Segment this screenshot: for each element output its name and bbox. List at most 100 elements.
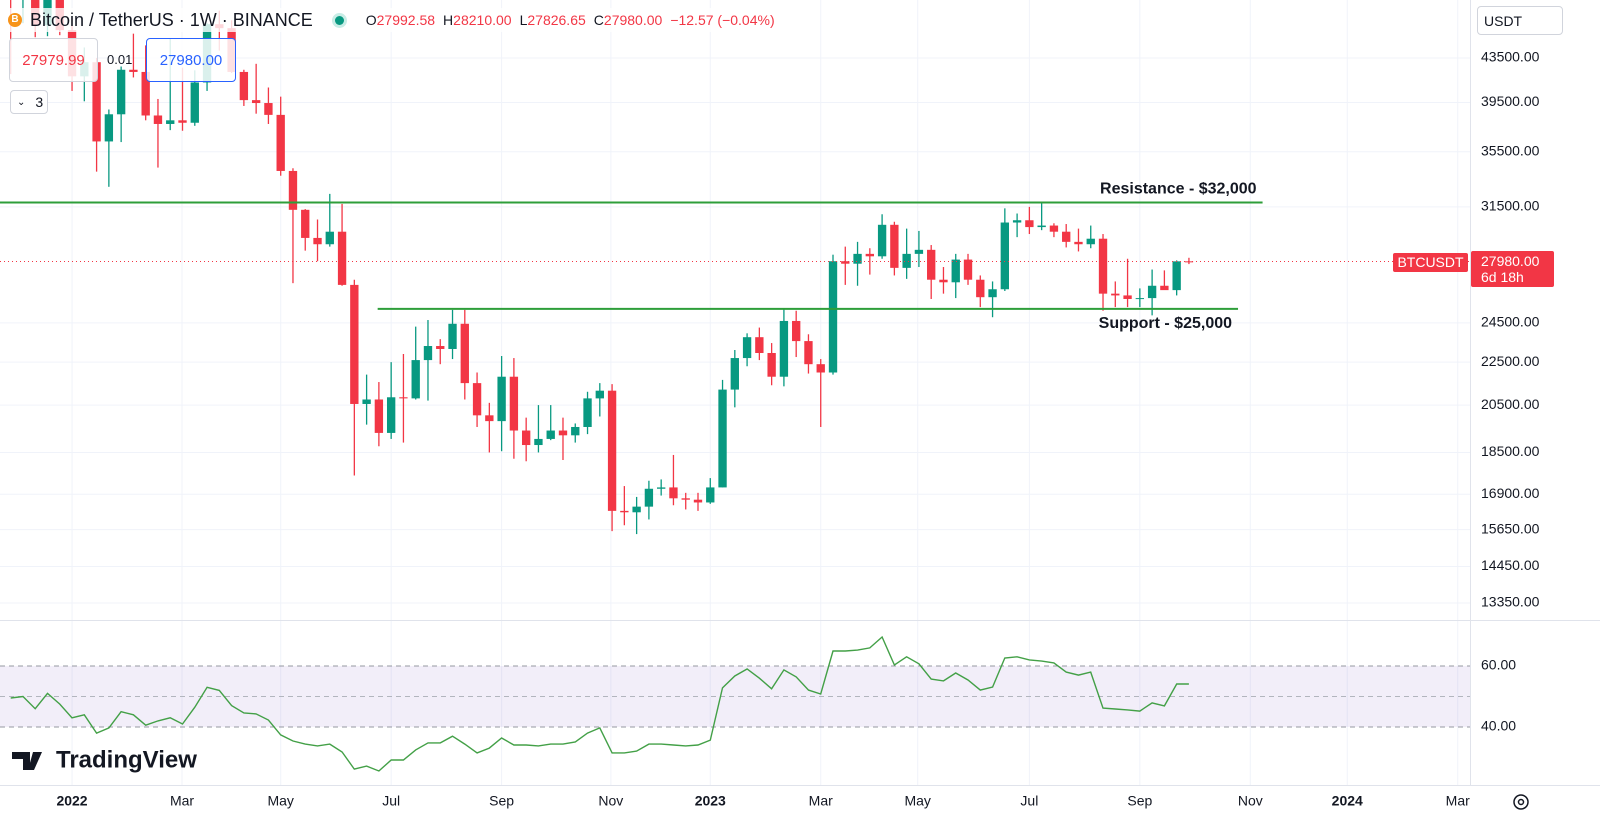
candle-body [251,100,261,104]
candle-body [988,289,997,298]
y-tick-label: 16900.00 [1481,485,1540,501]
candle-body [337,231,347,285]
candle-body [399,397,408,399]
candle-body [976,279,985,298]
settings-icon[interactable] [1513,794,1529,810]
candle-body [681,498,690,500]
x-tick-label: 2024 [1332,793,1363,809]
ohlc-values: O27992.58 H28210.00 L27826.65 C27980.00 [366,12,663,28]
candle-body [1086,238,1095,245]
candle-body [902,253,911,268]
y-tick-label: 22500.00 [1481,353,1540,369]
candle-body [583,398,592,427]
x-tick-label: May [904,793,930,809]
candle-body [497,376,506,422]
candle-body [1000,222,1010,290]
candle-body [534,438,543,446]
y-tick-label: 15650.00 [1481,520,1540,536]
candle-body [853,253,862,264]
ohlc-value: 27980.00 [603,12,663,28]
candle-body [1172,261,1181,291]
settings-icon-center[interactable] [1517,798,1525,806]
candle-body [178,120,187,123]
change: −12.57 (−0.04%) [670,12,775,28]
candle-body [325,231,334,245]
ohlc-value: 27826.65 [527,12,586,28]
candle-body [669,487,678,499]
x-tick-label: 2022 [56,793,87,809]
candle-body [190,82,199,123]
candle-body [1135,298,1145,300]
y-tick-label: 39500.00 [1481,93,1540,109]
candle-body [1123,295,1132,299]
candle-body [792,320,801,342]
candle-body [755,337,764,353]
x-tick-label: Jul [382,793,400,809]
watermark-text: TradingView [56,746,197,773]
candle-body [1049,225,1059,232]
candle-body [779,320,789,377]
candle-body [730,358,739,390]
candle-body [595,390,604,399]
settings-button[interactable] [1513,794,1529,810]
y-tick-label: 40.00 [1481,718,1516,734]
candle-body [963,259,973,280]
candle-body [374,399,384,433]
candle-body [890,224,899,268]
candle-body [1037,225,1046,228]
buy-button[interactable]: 27980.00 [146,38,236,82]
ohlc-value: 27992.58 [376,12,436,28]
candle-body [92,62,101,142]
candle-body [436,346,445,349]
candle-body [448,323,457,349]
level-label: Resistance - $32,000 [1100,181,1257,198]
sell-button[interactable]: 27979.99 [9,38,98,82]
y-tick-label: 24500.00 [1481,314,1540,330]
x-tick-label: Mar [1446,793,1470,809]
candle-body [865,253,874,257]
indicators-toggle[interactable]: ⌄ 3 [10,90,48,114]
watermark: TradingView [12,746,197,773]
candle-body [288,170,298,210]
last-price: 27980.00 [1481,252,1540,269]
symbol-price-tag: BTCUSDT [1393,252,1468,272]
candle-body [1074,241,1083,245]
x-tick-label: 2023 [695,793,726,809]
candle-body [116,69,126,115]
candle-body [386,397,396,433]
y-tick-label: 35500.00 [1481,142,1540,158]
candle-body [571,426,580,436]
candle-body [313,237,322,245]
candle-body [927,249,936,280]
x-tick-label: Jul [1020,793,1038,809]
y-tick-label: 20500.00 [1481,396,1540,412]
status-dot [334,15,344,25]
ohlc-key: H [443,12,454,28]
bar-countdown: 6d 18h [1481,268,1524,285]
axes: 2022 Mar May Jul Sep Nov 2023 Mar May Jul Sep Nov 20… [0,0,1600,809]
symbol-title: Bitcoin / TetherUS · 1W · BINANCE [30,9,313,30]
watermark-icon [12,752,42,770]
candle-body [939,279,948,283]
x-tick-label: May [267,793,293,809]
x-tick-label: Nov [1238,793,1263,809]
x-tick-label: Mar [170,793,194,809]
ohlc-key: C [593,12,604,28]
candle-body [485,415,494,422]
candle-body [1160,285,1169,291]
rsi-pane [0,635,1470,772]
candle-body [153,115,163,124]
y-tick-label: 13350.00 [1481,594,1540,610]
candle-body [350,284,359,404]
candle-body [411,360,420,399]
candle-body [558,430,568,436]
candle-body [657,487,666,489]
candle-body [239,71,249,101]
y-tick-label: 31500.00 [1481,198,1540,214]
candle-body [644,488,654,507]
x-tick-label: Sep [489,793,514,809]
candle-body [141,71,150,116]
candle-body [620,510,629,513]
candle-body [472,383,482,416]
currency-select[interactable]: USDT [1477,6,1563,35]
